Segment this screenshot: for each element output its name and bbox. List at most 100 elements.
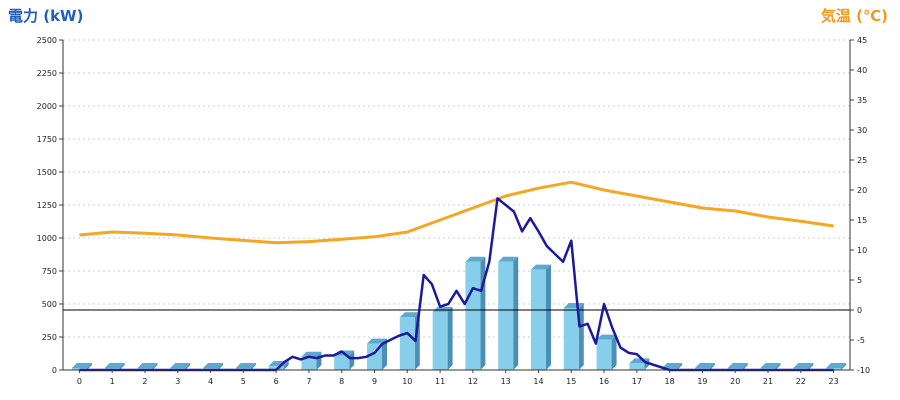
power-line (79, 197, 834, 372)
bar-side (447, 306, 453, 370)
bar (629, 358, 650, 370)
bar-side (283, 361, 289, 370)
bar-top (694, 363, 715, 369)
left-tick-label: 250 (42, 333, 57, 342)
power-line-path (79, 197, 834, 372)
bar-front (301, 356, 317, 370)
x-tick-label: 11 (435, 377, 445, 386)
left-tick-label: 1000 (37, 234, 57, 243)
bar-top (137, 363, 158, 369)
right-tick-label: 45 (857, 36, 867, 45)
bar-side (578, 302, 584, 370)
x-tick-label: 23 (829, 377, 839, 386)
x-tick-label: 2 (142, 377, 147, 386)
bar-front (465, 261, 481, 370)
x-tick-label: 1 (110, 377, 115, 386)
x-tick-label: 17 (632, 377, 642, 386)
bar-side (86, 363, 92, 370)
bar-top (170, 363, 191, 369)
left-tick-label: 2000 (37, 102, 57, 111)
bar-side (250, 363, 256, 370)
bar-top (760, 363, 781, 369)
bar-side (841, 363, 847, 370)
bar-front (432, 311, 448, 370)
bar-top (465, 256, 486, 262)
bar-top (727, 363, 748, 369)
bar-side (119, 363, 125, 370)
x-tick-label: 4 (208, 377, 213, 386)
x-tick-label: 21 (763, 377, 773, 386)
bar-top (235, 363, 256, 369)
x-tick-label: 13 (501, 377, 511, 386)
x-tick-label: 19 (697, 377, 707, 386)
bar (465, 256, 486, 370)
right-tick-label: 40 (857, 66, 867, 75)
x-tick-label: 16 (599, 377, 609, 386)
bar-top (71, 363, 92, 369)
x-tick-label: 8 (339, 377, 344, 386)
power-bars (71, 256, 847, 370)
right-tick-label: 35 (857, 96, 867, 105)
bar (301, 351, 322, 370)
left-tick-label: 1250 (37, 201, 57, 210)
bar-top (662, 363, 683, 369)
right-tick-label: 0 (857, 306, 862, 315)
bar-side (742, 363, 748, 370)
right-tick-label: 30 (857, 126, 867, 135)
x-tick-label: 10 (402, 377, 412, 386)
x-tick-label: 14 (533, 377, 543, 386)
right-tick-label: 15 (857, 216, 867, 225)
bar-front (334, 355, 350, 370)
bar-top (399, 312, 420, 318)
bar-front (563, 307, 579, 370)
left-tick-label: 2500 (37, 36, 57, 45)
temperature-line-path (79, 180, 834, 245)
x-tick-label: 12 (468, 377, 478, 386)
bar-top (826, 363, 847, 369)
x-tick-label: 7 (306, 377, 311, 386)
right-tick-label: 25 (857, 156, 867, 165)
x-tick-label: 15 (566, 377, 576, 386)
bar-side (513, 256, 519, 370)
bar (563, 302, 584, 370)
x-tick-label: 9 (372, 377, 377, 386)
axes (59, 39, 854, 373)
bar-top (203, 363, 224, 369)
bar-side (185, 363, 191, 370)
right-tick-label: -5 (857, 336, 865, 345)
x-tick-label: 20 (730, 377, 740, 386)
left-tick-label: 750 (42, 267, 57, 276)
bar (498, 256, 519, 370)
x-tick-label: 18 (665, 377, 675, 386)
temperature-line (79, 180, 834, 245)
left-axis-title: 電力 (kW) (8, 7, 84, 25)
bar-side (775, 363, 781, 370)
bar-front (629, 363, 645, 370)
bar-side (382, 338, 388, 370)
bar-side (545, 264, 551, 370)
bar-side (644, 358, 650, 370)
bar-side (808, 363, 814, 370)
left-tick-label: 0 (52, 366, 57, 375)
bar-side (677, 363, 683, 370)
x-tick-label: 0 (77, 377, 82, 386)
left-tick-label: 2250 (37, 69, 57, 78)
x-tick-label: 22 (796, 377, 806, 386)
bar-side (218, 363, 224, 370)
bar-front (399, 317, 415, 370)
tick-labels: 02505007501000125015001750200022502500-1… (37, 36, 870, 386)
left-tick-label: 500 (42, 300, 57, 309)
bar-top (367, 338, 388, 344)
bar-top (432, 306, 453, 312)
bar (530, 264, 551, 370)
bar-front (596, 339, 612, 370)
right-tick-label: 20 (857, 186, 867, 195)
bar-side (709, 363, 715, 370)
left-tick-label: 1750 (37, 135, 57, 144)
bar-top (596, 334, 617, 340)
right-tick-label: -10 (857, 366, 870, 375)
right-tick-label: 5 (857, 276, 862, 285)
bar-top (530, 264, 551, 270)
bar-front (530, 269, 546, 370)
